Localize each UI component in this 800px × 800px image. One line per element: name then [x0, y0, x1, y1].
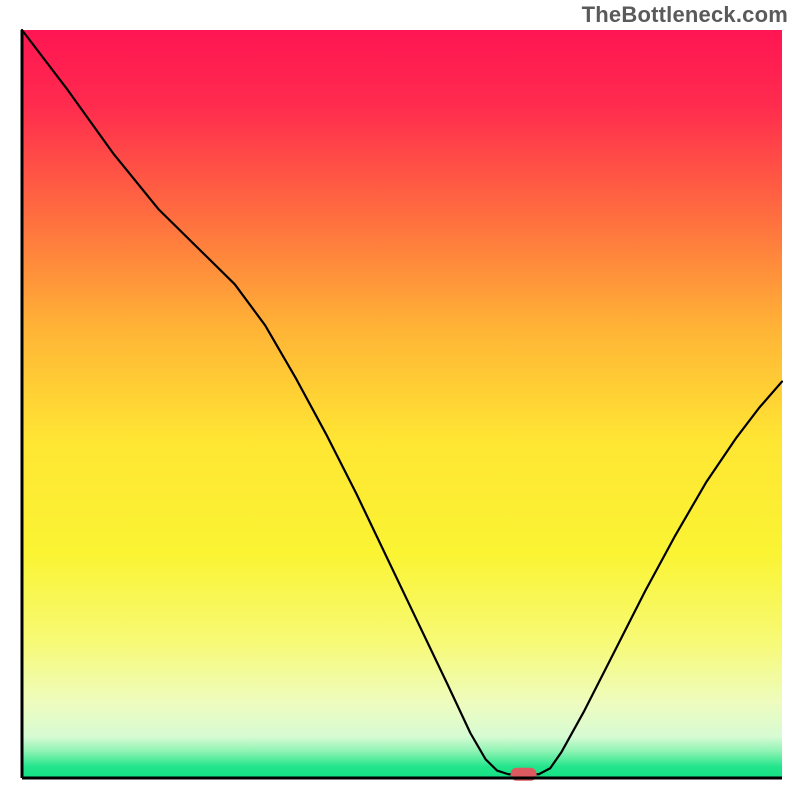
plot-background: [22, 30, 782, 778]
watermark-text: TheBottleneck.com: [582, 2, 788, 28]
bottleneck-chart: [0, 0, 800, 800]
chart-stage: TheBottleneck.com: [0, 0, 800, 800]
